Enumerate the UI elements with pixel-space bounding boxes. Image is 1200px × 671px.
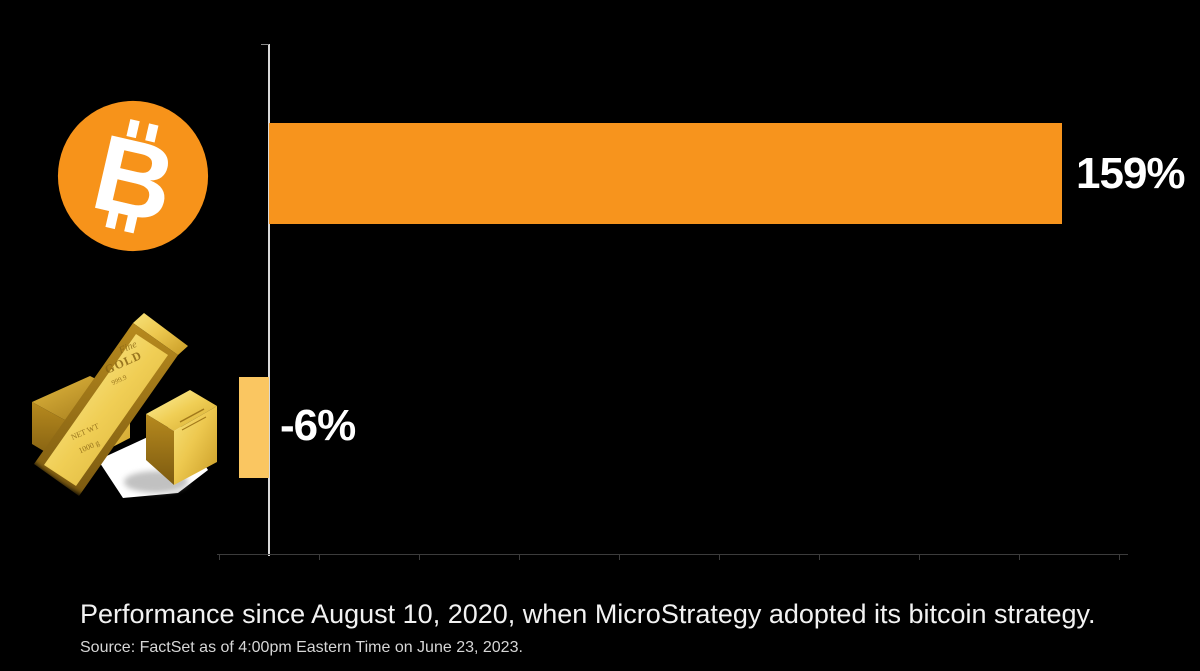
x-axis-tick: [219, 554, 220, 560]
x-axis-tick: [319, 554, 320, 560]
y-axis-line: [268, 44, 270, 556]
gold-value-label: -6%: [280, 401, 356, 450]
bar-bitcoin: [269, 123, 1062, 224]
bitcoin-top-stroke-left: [126, 119, 140, 139]
bar-gold: [239, 377, 269, 478]
bitcoin-value-label: 159%: [1076, 149, 1186, 198]
bitcoin-circle: [57, 100, 209, 252]
x-axis-tick: [619, 554, 620, 560]
x-axis-tick: [719, 554, 720, 560]
bitcoin-icon: B: [57, 100, 209, 252]
gold-bars-icon: Fine GOLD 999.9 NET WT 1000 g: [28, 313, 218, 510]
gold-base-shadow: [28, 458, 218, 510]
x-axis-tick: [919, 554, 920, 560]
bitcoin-bottom-stroke-left: [105, 210, 119, 230]
x-axis-tick: [819, 554, 820, 560]
x-axis-tick: [519, 554, 520, 560]
x-axis-line: [217, 554, 1128, 555]
y-axis-top-tick: [261, 44, 269, 45]
x-axis-tick: [1019, 554, 1020, 560]
gold-bar-front: Fine GOLD 999.9 NET WT 1000 g: [34, 313, 188, 496]
x-axis-tick: [1119, 554, 1120, 560]
x-axis-tick: [419, 554, 420, 560]
chart-source: Source: FactSet as of 4:00pm Eastern Tim…: [80, 639, 523, 656]
chart-caption: Performance since August 10, 2020, when …: [80, 599, 1096, 629]
bitcoin-bottom-stroke-right: [124, 214, 138, 234]
bitcoin-top-stroke-right: [145, 123, 159, 143]
gold-bar-right: [146, 390, 217, 485]
